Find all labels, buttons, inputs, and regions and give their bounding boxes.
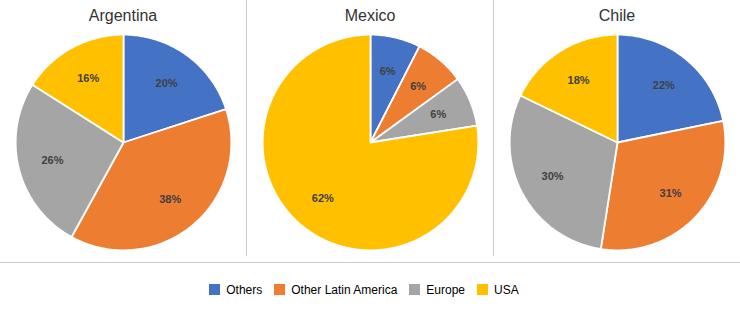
svg-text:16%: 16% — [77, 72, 99, 84]
html-text:Mexico: Mexico — [344, 7, 396, 24]
html-text:Others: Others — [226, 282, 263, 297]
svg-text:26%: 26% — [41, 154, 63, 166]
svg-text:6%: 6% — [410, 80, 426, 92]
svg-text:38%: 38% — [159, 193, 181, 205]
html-text:Other Latin America: Other Latin America — [291, 282, 398, 297]
svg-text:30%: 30% — [542, 170, 564, 182]
html-text:Argentina: Argentina — [88, 7, 158, 24]
html-text:USA: USA — [494, 282, 519, 297]
svg-text:31%: 31% — [660, 187, 682, 199]
html-text:Chile: Chile — [598, 7, 636, 24]
svg-text:22%: 22% — [653, 79, 675, 91]
svg-text:20%: 20% — [156, 77, 178, 89]
svg-text:6%: 6% — [430, 108, 446, 120]
svg-text:62%: 62% — [312, 192, 334, 204]
svg-text:18%: 18% — [568, 74, 590, 86]
html-text:Europe: Europe — [426, 282, 465, 297]
svg-text:6%: 6% — [380, 65, 396, 77]
